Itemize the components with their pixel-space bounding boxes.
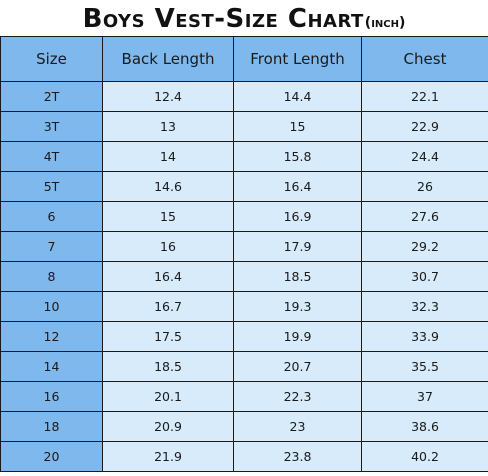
header-size: Size	[0, 36, 103, 82]
cell-front-length: 19.3	[233, 291, 362, 322]
cell-front-length: 16.9	[233, 201, 362, 232]
cell-size: 20	[0, 441, 103, 472]
cell-back-length: 16.7	[102, 291, 234, 322]
cell-size: 12	[0, 321, 103, 352]
table-row: 12 17.5 19.9 33.9	[0, 321, 488, 352]
header-row: Size Back Length Front Length Chest	[0, 36, 488, 82]
cell-back-length: 14.6	[102, 171, 234, 202]
cell-front-length: 15	[233, 111, 362, 142]
cell-size: 5T	[0, 171, 103, 202]
table-row: 4T 14 15.8 24.4	[0, 141, 488, 172]
cell-chest: 35.5	[361, 351, 488, 382]
cell-front-length: 14.4	[233, 81, 362, 112]
cell-front-length: 23	[233, 411, 362, 442]
cell-chest: 26	[361, 171, 488, 202]
header-front-length: Front Length	[233, 36, 362, 82]
cell-size: 7	[0, 231, 103, 262]
cell-back-length: 21.9	[102, 441, 234, 472]
cell-back-length: 18.5	[102, 351, 234, 382]
cell-chest: 38.6	[361, 411, 488, 442]
table-row: 7 16 17.9 29.2	[0, 231, 488, 262]
table-row: 2T 12.4 14.4 22.1	[0, 81, 488, 112]
cell-front-length: 17.9	[233, 231, 362, 262]
cell-size: 8	[0, 261, 103, 292]
cell-front-length: 23.8	[233, 441, 362, 472]
cell-size: 3T	[0, 111, 103, 142]
cell-chest: 37	[361, 381, 488, 412]
table-row: 20 21.9 23.8 40.2	[0, 441, 488, 472]
cell-front-length: 22.3	[233, 381, 362, 412]
table-row: 18 20.9 23 38.6	[0, 411, 488, 442]
header-chest: Chest	[361, 36, 488, 82]
title-text: Boys Vest-Size Chart	[82, 4, 364, 34]
cell-chest: 33.9	[361, 321, 488, 352]
title-unit: (inch)	[364, 15, 406, 31]
cell-chest: 22.9	[361, 111, 488, 142]
cell-size: 6	[0, 201, 103, 232]
cell-front-length: 18.5	[233, 261, 362, 292]
cell-chest: 40.2	[361, 441, 488, 472]
table-row: 10 16.7 19.3 32.3	[0, 291, 488, 322]
cell-chest: 22.1	[361, 81, 488, 112]
table-row: 5T 14.6 16.4 26	[0, 171, 488, 202]
cell-size: 10	[0, 291, 103, 322]
cell-front-length: 20.7	[233, 351, 362, 382]
table-row: 16 20.1 22.3 37	[0, 381, 488, 412]
header-back-length: Back Length	[102, 36, 234, 82]
cell-back-length: 20.9	[102, 411, 234, 442]
table-row: 3T 13 15 22.9	[0, 111, 488, 142]
cell-size: 16	[0, 381, 103, 412]
chart-title: Boys Vest-Size Chart (inch)	[0, 0, 488, 36]
table-row: 8 16.4 18.5 30.7	[0, 261, 488, 292]
cell-chest: 30.7	[361, 261, 488, 292]
cell-back-length: 17.5	[102, 321, 234, 352]
cell-back-length: 13	[102, 111, 234, 142]
cell-size: 14	[0, 351, 103, 382]
cell-back-length: 20.1	[102, 381, 234, 412]
cell-size: 4T	[0, 141, 103, 172]
cell-back-length: 16.4	[102, 261, 234, 292]
cell-chest: 24.4	[361, 141, 488, 172]
cell-size: 18	[0, 411, 103, 442]
cell-chest: 32.3	[361, 291, 488, 322]
cell-chest: 29.2	[361, 231, 488, 262]
cell-back-length: 15	[102, 201, 234, 232]
size-table: Size Back Length Front Length Chest 2T 12…	[0, 36, 488, 472]
cell-back-length: 16	[102, 231, 234, 262]
cell-front-length: 16.4	[233, 171, 362, 202]
cell-back-length: 12.4	[102, 81, 234, 112]
cell-front-length: 15.8	[233, 141, 362, 172]
table-row: 6 15 16.9 27.6	[0, 201, 488, 232]
cell-chest: 27.6	[361, 201, 488, 232]
table-row: 14 18.5 20.7 35.5	[0, 351, 488, 382]
cell-size: 2T	[0, 81, 103, 112]
cell-front-length: 19.9	[233, 321, 362, 352]
cell-back-length: 14	[102, 141, 234, 172]
